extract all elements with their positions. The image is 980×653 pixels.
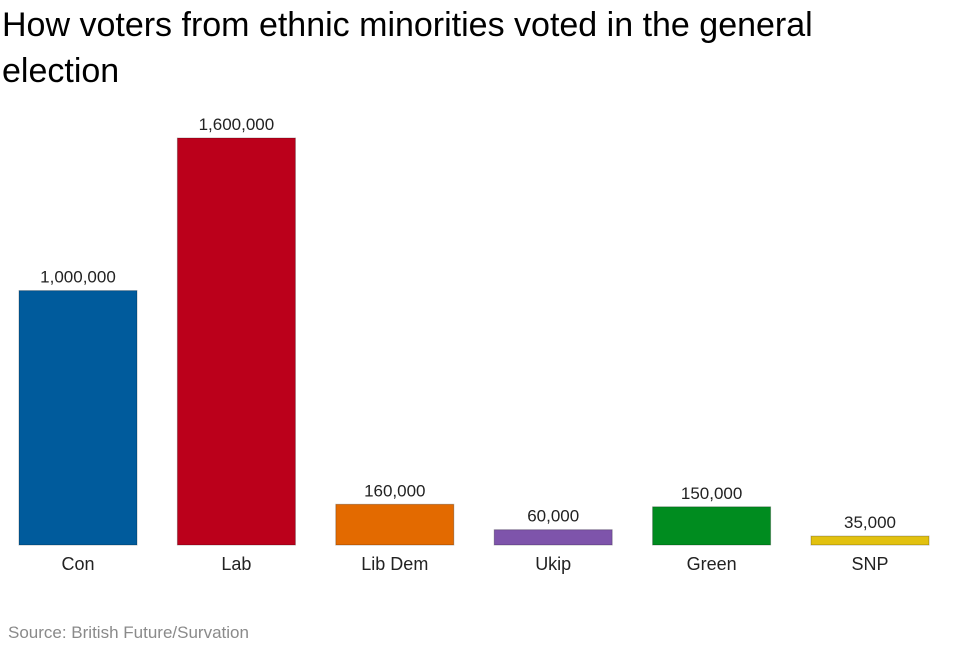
chart-title: How voters from ethnic minorities voted … (2, 6, 813, 90)
bar-con (18, 290, 138, 546)
bar-snp (810, 535, 930, 546)
bars-group (18, 137, 930, 546)
source-note: Source: British Future/Survation (8, 623, 249, 642)
value-label: 160,000 (364, 481, 425, 500)
category-label: Green (687, 554, 737, 574)
bar-ukip (493, 529, 613, 546)
bar-lab (176, 137, 296, 546)
value-label: 60,000 (527, 507, 579, 526)
category-label: SNP (851, 554, 888, 574)
value-label: 150,000 (681, 484, 742, 503)
category-label: Con (61, 554, 94, 574)
bar-lib-dem (335, 503, 455, 546)
value-label: 1,600,000 (199, 115, 275, 134)
value-label: 1,000,000 (40, 268, 116, 287)
value-labels-group: 1,000,000 1,600,000 160,000 60,000 150,000 35… (40, 115, 896, 532)
category-labels-group: Con Lab Lib Dem Ukip Green SNP (61, 554, 888, 574)
bar-green (652, 506, 772, 546)
category-label: Ukip (535, 554, 571, 574)
value-label: 35,000 (844, 513, 896, 532)
category-label: Lib Dem (361, 554, 428, 574)
category-label: Lab (221, 554, 251, 574)
